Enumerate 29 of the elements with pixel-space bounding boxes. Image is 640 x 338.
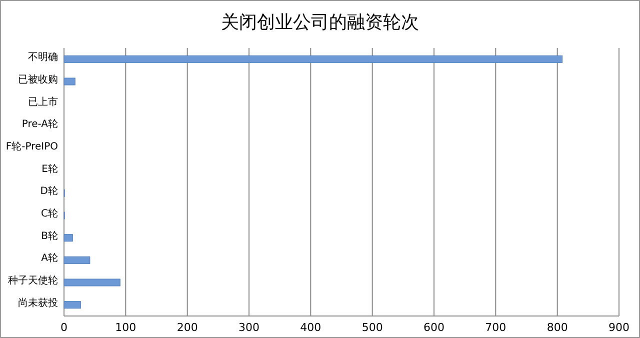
x-tick-label: 700: [485, 321, 506, 334]
y-tick-label: F轮-PreIPO: [6, 140, 58, 152]
x-tick-label: 400: [300, 321, 322, 334]
x-tick-label: 800: [546, 321, 568, 334]
y-tick-label: D轮: [40, 185, 58, 198]
y-tick-label: Pre-A轮: [22, 118, 58, 130]
bar: [64, 256, 90, 264]
chart-title: 关闭创业公司的融资轮次: [221, 12, 419, 33]
x-tick-label: 300: [238, 321, 260, 334]
bar: [64, 234, 73, 242]
bar: [64, 78, 76, 86]
x-tick-label: 900: [608, 321, 630, 334]
y-tick-label: 种子天使轮: [8, 274, 58, 286]
x-tick-label: 100: [115, 321, 136, 334]
y-tick-label: 已被收购: [18, 74, 58, 86]
y-tick-label: 不明确: [28, 52, 58, 64]
bar: [64, 278, 120, 286]
y-tick-label: B轮: [41, 230, 58, 242]
bar: [64, 55, 563, 63]
y-tick-label: C轮: [41, 208, 58, 220]
y-tick-label: A轮: [41, 252, 58, 264]
x-tick-label: 200: [176, 321, 198, 334]
y-tick-label: 尚未获投: [18, 296, 58, 309]
y-tick-label: E轮: [42, 162, 58, 175]
x-tick-label: 600: [424, 321, 444, 334]
bar: [64, 301, 81, 309]
y-tick-label: 已上市: [28, 96, 58, 108]
x-tick-label: 0: [60, 321, 68, 334]
x-tick-label: 500: [362, 321, 383, 334]
